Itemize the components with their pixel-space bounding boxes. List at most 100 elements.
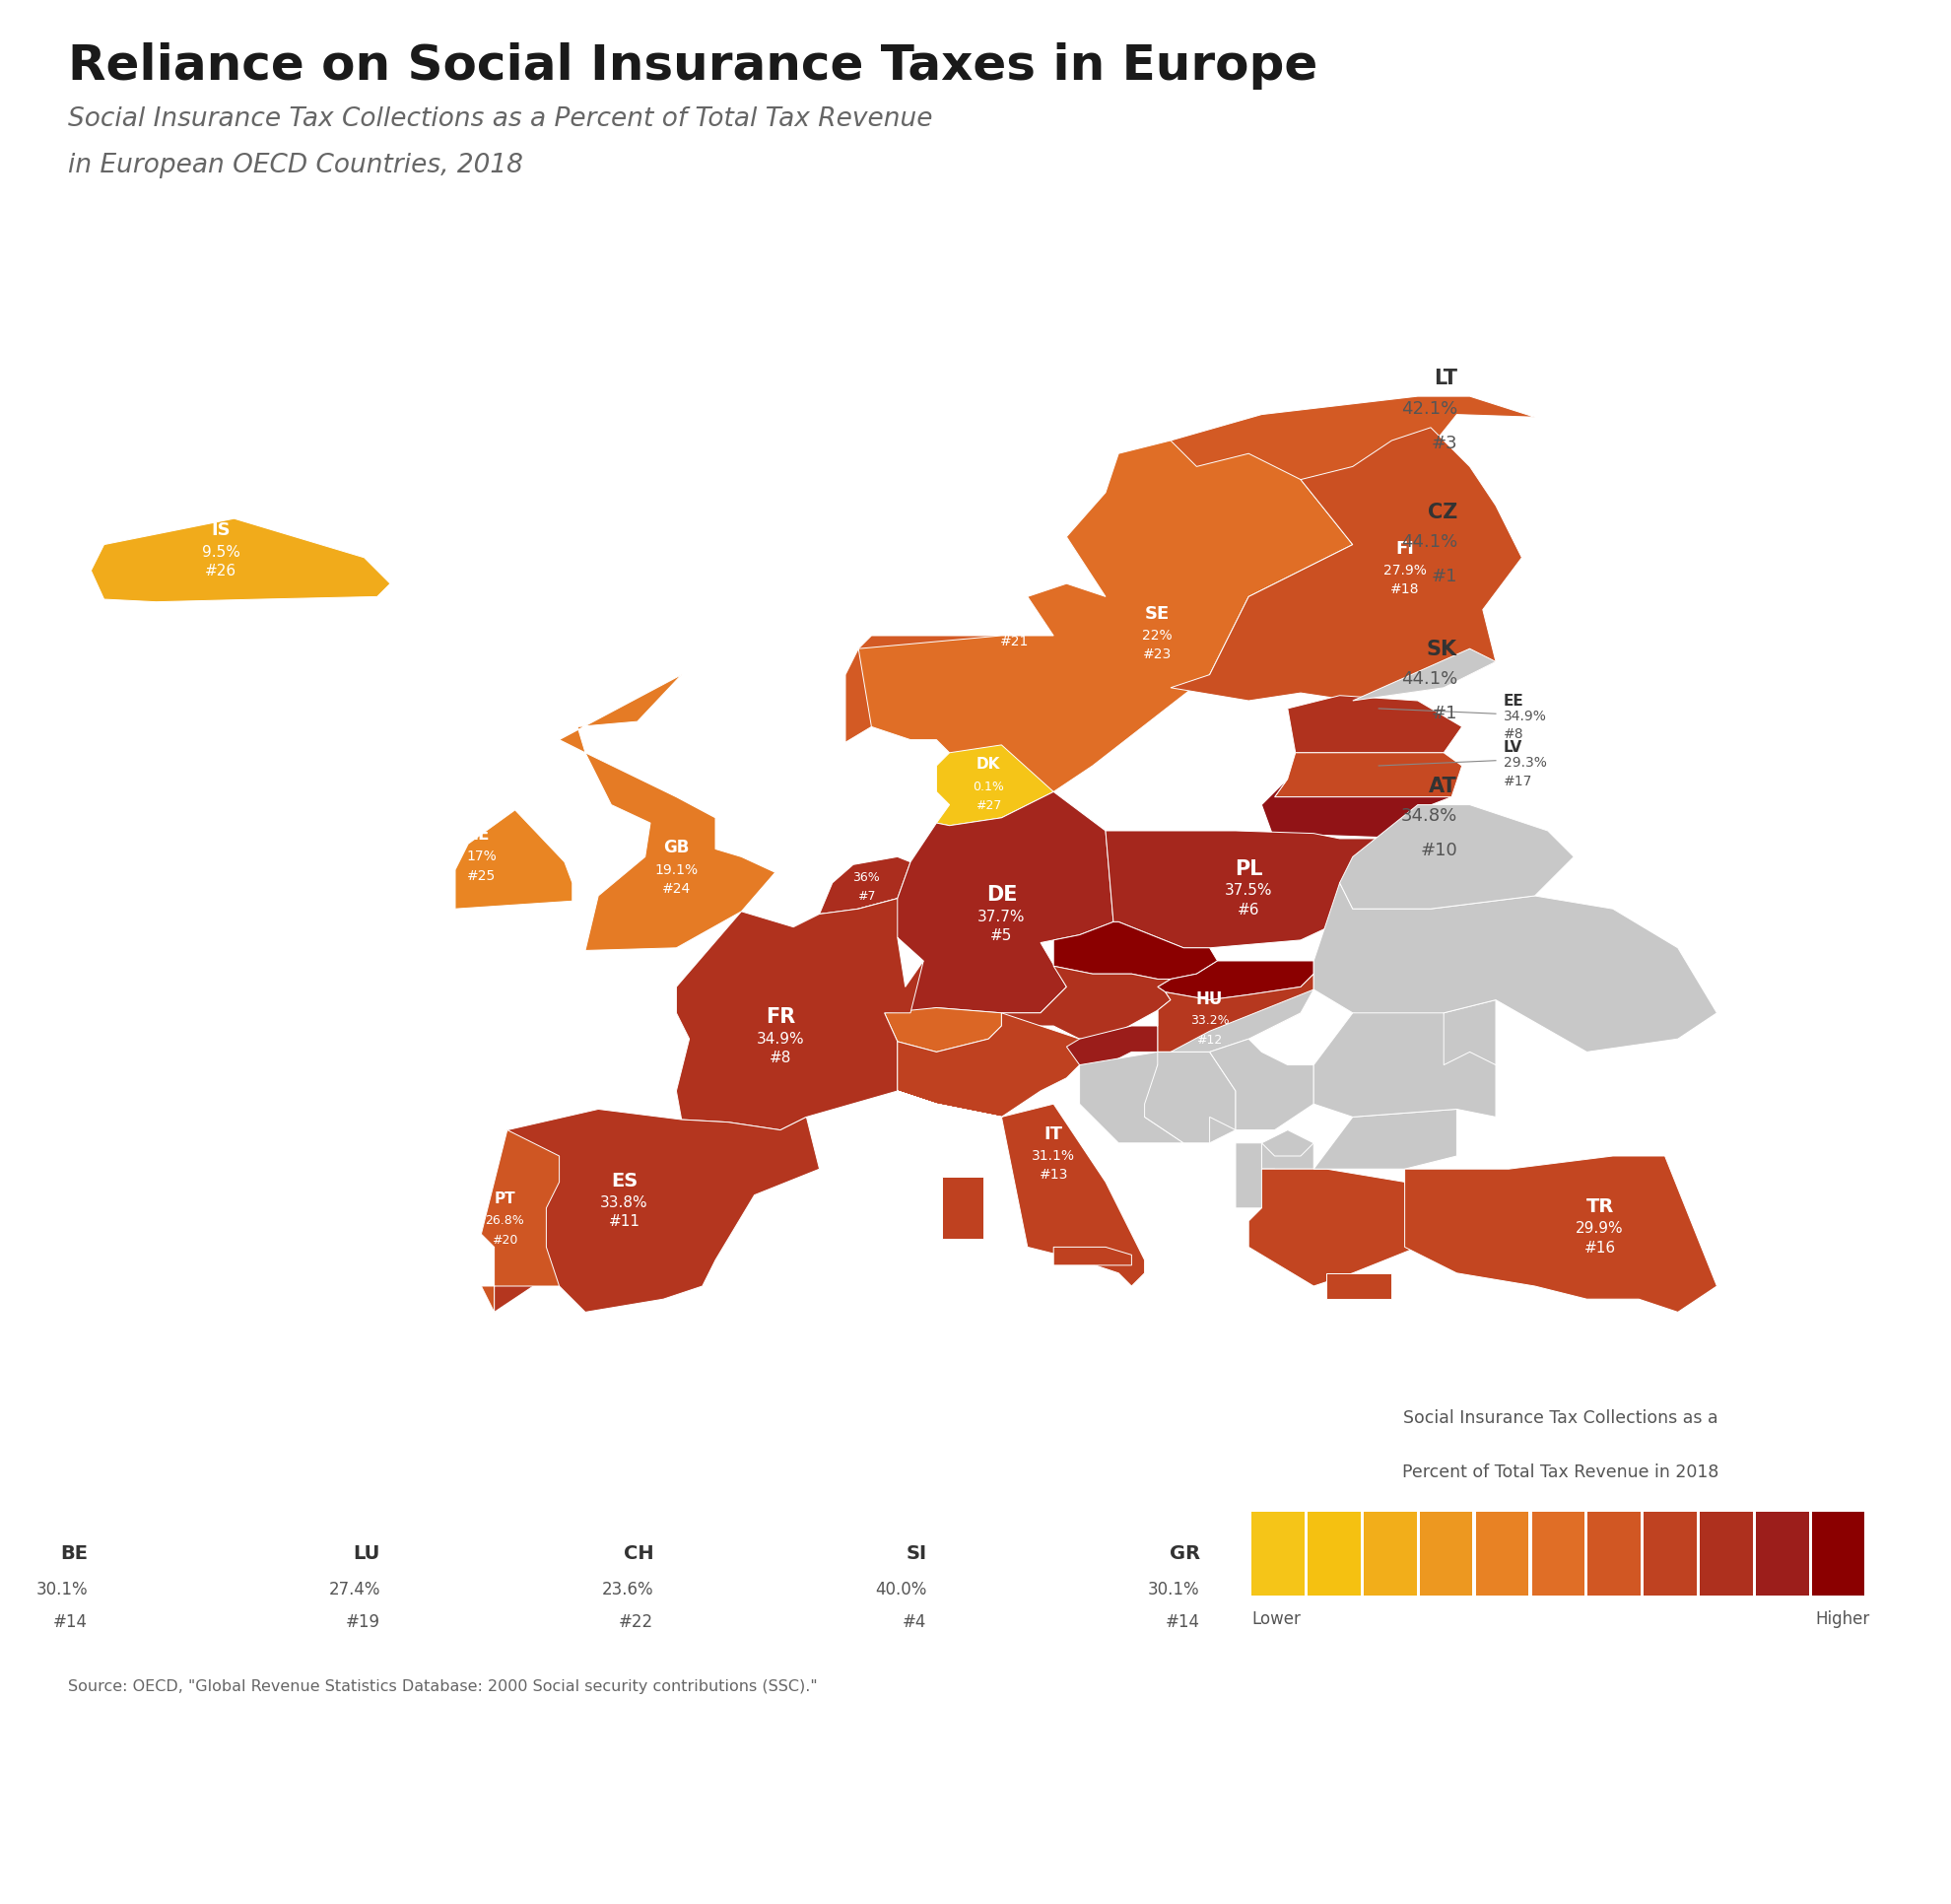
- Text: LV: LV: [1504, 741, 1522, 754]
- Polygon shape: [1001, 965, 1171, 1040]
- Polygon shape: [858, 440, 1352, 807]
- Polygon shape: [1054, 1247, 1132, 1266]
- Polygon shape: [1352, 649, 1496, 701]
- Text: #14: #14: [53, 1613, 88, 1630]
- Polygon shape: [1210, 1118, 1235, 1142]
- Text: 34.9%: 34.9%: [757, 1032, 804, 1047]
- Text: TR: TR: [1586, 1198, 1613, 1217]
- FancyBboxPatch shape: [1645, 1512, 1697, 1596]
- Polygon shape: [819, 857, 911, 914]
- Text: 29.9%: 29.9%: [1576, 1222, 1623, 1236]
- Text: BE: BE: [60, 1544, 88, 1563]
- Polygon shape: [1340, 805, 1574, 908]
- Polygon shape: [482, 1129, 560, 1312]
- FancyBboxPatch shape: [1475, 1512, 1530, 1596]
- Text: AT: AT: [1428, 777, 1457, 796]
- Polygon shape: [1079, 990, 1313, 1142]
- Text: NO: NO: [1001, 592, 1028, 609]
- Polygon shape: [677, 899, 923, 1129]
- Text: #25: #25: [466, 868, 496, 883]
- Polygon shape: [1327, 1274, 1391, 1299]
- Text: GR: GR: [1169, 1544, 1200, 1563]
- FancyBboxPatch shape: [1307, 1512, 1360, 1596]
- Text: 17%: 17%: [466, 849, 496, 864]
- Text: #27: #27: [976, 800, 1001, 813]
- Polygon shape: [880, 944, 897, 963]
- Polygon shape: [1313, 986, 1496, 1118]
- Text: #26: #26: [205, 564, 236, 579]
- Text: 30.1%: 30.1%: [1147, 1580, 1200, 1599]
- Polygon shape: [1157, 962, 1313, 1000]
- Text: #19: #19: [345, 1613, 380, 1630]
- Text: 37.5%: 37.5%: [1225, 883, 1272, 899]
- Text: #17: #17: [1504, 775, 1533, 788]
- Polygon shape: [1106, 830, 1418, 948]
- Text: #20: #20: [492, 1234, 517, 1247]
- Text: 22%: 22%: [1143, 628, 1173, 642]
- Text: PL: PL: [1235, 859, 1262, 878]
- Text: 40.0%: 40.0%: [876, 1580, 927, 1599]
- Text: @TaxFoundation: @TaxFoundation: [1668, 1843, 1916, 1874]
- Text: #22: #22: [618, 1613, 654, 1630]
- Polygon shape: [1171, 428, 1522, 701]
- Text: #5: #5: [991, 929, 1013, 942]
- Text: 36%: 36%: [853, 872, 880, 883]
- Text: 0.1%: 0.1%: [974, 781, 1005, 792]
- Text: 31.1%: 31.1%: [1032, 1150, 1075, 1163]
- Text: DE: DE: [985, 885, 1016, 904]
- Text: PT: PT: [494, 1192, 515, 1207]
- Text: #16: #16: [1584, 1241, 1615, 1255]
- Polygon shape: [1054, 922, 1217, 979]
- Text: #13: #13: [1040, 1169, 1067, 1182]
- Text: 23.6%: 23.6%: [601, 1580, 654, 1599]
- Text: #1: #1: [1432, 567, 1457, 585]
- FancyBboxPatch shape: [1756, 1512, 1809, 1596]
- Text: #11: #11: [609, 1215, 640, 1230]
- Text: GB: GB: [663, 840, 689, 857]
- Text: #10: #10: [1420, 842, 1457, 859]
- Polygon shape: [1262, 779, 1452, 838]
- Polygon shape: [1210, 1040, 1313, 1129]
- Text: 34.9%: 34.9%: [1504, 710, 1547, 724]
- Text: IS: IS: [211, 522, 230, 539]
- Text: CH: CH: [624, 1544, 654, 1563]
- Text: NL: NL: [855, 849, 878, 863]
- Polygon shape: [1274, 752, 1461, 798]
- Text: HU: HU: [1196, 990, 1223, 1007]
- Text: FI: FI: [1395, 541, 1414, 558]
- Text: TAX FOUNDATION: TAX FOUNDATION: [35, 1841, 363, 1875]
- Text: #1: #1: [1432, 704, 1457, 722]
- Text: CZ: CZ: [1428, 503, 1457, 522]
- Polygon shape: [1313, 883, 1717, 1051]
- Text: #4: #4: [903, 1613, 927, 1630]
- FancyBboxPatch shape: [1699, 1512, 1752, 1596]
- Text: #24: #24: [661, 882, 691, 895]
- Text: Percent of Total Tax Revenue in 2018: Percent of Total Tax Revenue in 2018: [1403, 1464, 1719, 1481]
- Text: 37.7%: 37.7%: [977, 910, 1026, 923]
- Text: 44.1%: 44.1%: [1401, 670, 1457, 687]
- Polygon shape: [1262, 1129, 1313, 1169]
- Text: 25.9%): 25.9%): [991, 615, 1038, 630]
- Polygon shape: [560, 674, 775, 950]
- Text: SI: SI: [905, 1544, 927, 1563]
- Text: Higher: Higher: [1814, 1611, 1869, 1628]
- Polygon shape: [819, 792, 1114, 1013]
- Text: LT: LT: [1434, 369, 1457, 388]
- Text: #12: #12: [1196, 1034, 1223, 1045]
- Text: FR: FR: [765, 1007, 796, 1026]
- Text: 27.4%: 27.4%: [328, 1580, 380, 1599]
- FancyBboxPatch shape: [1812, 1512, 1865, 1596]
- Text: Source: OECD, "Global Revenue Statistics Database: 2000 Social security contribu: Source: OECD, "Global Revenue Statistics…: [68, 1679, 817, 1695]
- Text: 33.8%: 33.8%: [601, 1196, 648, 1211]
- Text: #8: #8: [769, 1051, 792, 1066]
- Polygon shape: [1249, 1169, 1418, 1285]
- Polygon shape: [1235, 1142, 1274, 1207]
- Text: Reliance on Social Insurance Taxes in Europe: Reliance on Social Insurance Taxes in Eu…: [68, 42, 1319, 89]
- Text: Lower: Lower: [1253, 1611, 1301, 1628]
- FancyBboxPatch shape: [1364, 1512, 1416, 1596]
- Polygon shape: [942, 1177, 983, 1240]
- Text: SK: SK: [1426, 640, 1457, 659]
- Text: 19.1%: 19.1%: [656, 863, 698, 876]
- Text: 34.8%: 34.8%: [1401, 807, 1457, 824]
- Text: LU: LU: [353, 1544, 380, 1563]
